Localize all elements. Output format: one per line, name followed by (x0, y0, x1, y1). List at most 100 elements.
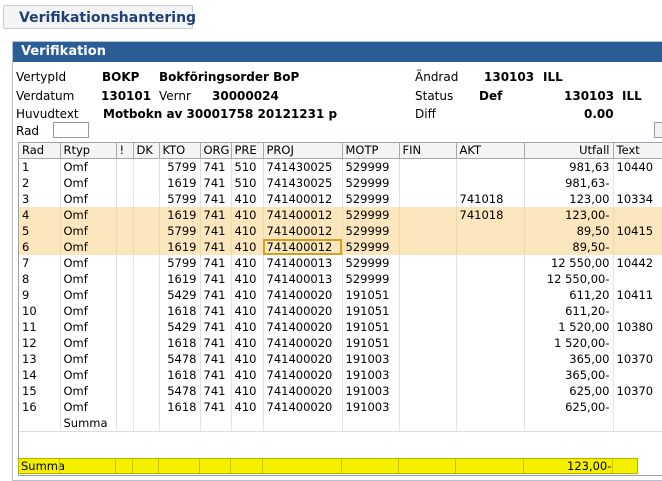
cell-akt[interactable] (456, 303, 525, 319)
cell-flag[interactable] (116, 367, 134, 383)
cell-text[interactable]: 10370 (613, 383, 662, 399)
cell-dk[interactable] (133, 351, 160, 367)
cell-fin[interactable] (399, 303, 457, 319)
cell-motp[interactable]: 529999 (342, 239, 400, 255)
cell-pre[interactable]: 410 (231, 223, 264, 239)
cell-rad[interactable]: 13 (19, 351, 61, 367)
cell-dk[interactable] (133, 287, 160, 303)
column-header-proj[interactable]: PROJ (263, 143, 343, 159)
cell-dk[interactable] (133, 399, 160, 415)
cell-utfall[interactable]: 625,00- (524, 399, 614, 415)
cell-pre[interactable]: 510 (231, 158, 264, 175)
cell-pre[interactable]: 410 (231, 335, 264, 351)
cell-kto[interactable]: 1619 (159, 207, 201, 223)
cell-proj[interactable]: 741430025 (263, 158, 343, 175)
cell-motp[interactable]: 191051 (342, 303, 400, 319)
cell-kto[interactable]: 5478 (159, 351, 201, 367)
cell-flag[interactable] (116, 191, 134, 207)
cell-pre[interactable]: 410 (231, 207, 264, 223)
cell-akt[interactable] (456, 239, 525, 255)
cell-rtyp[interactable]: Omf (60, 351, 117, 367)
cell-utfall[interactable]: 981,63 (524, 158, 614, 175)
cell-akt[interactable] (456, 271, 525, 287)
cell-akt[interactable] (456, 383, 525, 399)
cell-pre[interactable]: 410 (231, 191, 264, 207)
table-row[interactable]: 14 Omf 1618 741 410 741400020 191003 365,00- (19, 367, 662, 383)
cell-utfall[interactable]: 611,20 (524, 287, 614, 303)
cell-rtyp[interactable]: Omf (60, 255, 117, 271)
column-header-motp[interactable]: MOTP (342, 143, 400, 159)
cell-text[interactable]: 10411 (613, 287, 662, 303)
cell-rtyp[interactable]: Omf (60, 399, 117, 415)
cell-utfall[interactable]: 625,00 (524, 383, 614, 399)
cell-pre[interactable]: 410 (231, 303, 264, 319)
cell-motp[interactable]: 529999 (342, 223, 400, 239)
cell-kto[interactable]: 5429 (159, 319, 201, 335)
tab-verifikationshantering[interactable]: Verifikationshantering (3, 5, 196, 29)
cell-dk[interactable] (133, 271, 160, 287)
cell-rad[interactable]: 10 (19, 303, 61, 319)
cell-motp[interactable]: 191003 (342, 351, 400, 367)
cell-akt[interactable] (456, 351, 525, 367)
cell-fin[interactable] (399, 175, 457, 191)
cell-utfall[interactable]: 12 550,00- (524, 271, 614, 287)
cell-text[interactable]: 10370 (613, 351, 662, 367)
table-row[interactable]: 4 Omf 1619 741 410 741400012 529999 741018 123,0… (19, 207, 662, 223)
cell-rtyp[interactable]: Omf (60, 239, 117, 255)
cell-akt[interactable] (456, 175, 525, 191)
cell-flag[interactable] (116, 303, 134, 319)
cell-flag[interactable] (116, 207, 134, 223)
cell-flag[interactable] (116, 399, 134, 415)
table-row[interactable]: 12 Omf 1618 741 410 741400020 191051 1 520,00- (19, 335, 662, 351)
cell-dk[interactable] (133, 303, 160, 319)
cell-rtyp[interactable]: Omf (60, 207, 117, 223)
cell-akt[interactable] (456, 287, 525, 303)
column-header-dk[interactable]: DK (133, 143, 160, 159)
cell-flag[interactable] (116, 223, 134, 239)
cell-dk[interactable] (133, 255, 160, 271)
cell-text[interactable]: 10415 (613, 223, 662, 239)
cell-utfall[interactable]: 1 520,00- (524, 335, 614, 351)
cell-kto[interactable]: 5799 (159, 158, 201, 175)
table-row[interactable]: 5 Omf 5799 741 410 741400012 529999 89,50 10415 (19, 223, 662, 239)
cell-org[interactable]: 741 (200, 383, 232, 399)
cell-org[interactable]: 741 (200, 239, 232, 255)
cell-flag[interactable] (116, 351, 134, 367)
cell-kto[interactable]: 1618 (159, 399, 201, 415)
cell-proj[interactable]: 741400012 (263, 207, 343, 223)
cell-text[interactable] (613, 271, 662, 287)
cell-rtyp[interactable]: Omf (60, 271, 117, 287)
cell-proj[interactable]: 741400020 (263, 351, 343, 367)
cell-dk[interactable] (133, 383, 160, 399)
column-header-fin[interactable]: FIN (399, 143, 457, 159)
cell-dk[interactable] (133, 175, 160, 191)
cell-text[interactable]: 10440 (613, 158, 662, 175)
cell-rad[interactable]: 15 (19, 383, 61, 399)
cell-flag[interactable] (116, 271, 134, 287)
cell-proj[interactable]: 741400020 (263, 399, 343, 415)
column-header-flag[interactable]: ! (116, 143, 134, 159)
cell-rad[interactable]: 7 (19, 255, 61, 271)
cell-kto[interactable]: 1618 (159, 367, 201, 383)
cell-akt[interactable] (456, 319, 525, 335)
cell-text[interactable]: 10442 (613, 255, 662, 271)
cell-kto[interactable]: 1619 (159, 175, 201, 191)
cell-kto[interactable]: 1618 (159, 335, 201, 351)
cell-fin[interactable] (399, 287, 457, 303)
cell-utfall[interactable]: 89,50 (524, 223, 614, 239)
cell-rad[interactable]: 5 (19, 223, 61, 239)
cell-org[interactable]: 741 (200, 158, 232, 175)
cell-proj[interactable]: 741400020 (263, 383, 343, 399)
table-row[interactable]: 8 Omf 1619 741 410 741400013 529999 12 550,00- (19, 271, 662, 287)
cell-fin[interactable] (399, 383, 457, 399)
cell-proj[interactable]: 741400020 (263, 367, 343, 383)
cell-fin[interactable] (399, 319, 457, 335)
cell-motp[interactable]: 191003 (342, 399, 400, 415)
cell-motp[interactable]: 191051 (342, 319, 400, 335)
cell-dk[interactable] (133, 319, 160, 335)
table-row[interactable]: 11 Omf 5429 741 410 741400020 191051 1 520,00 10… (19, 319, 662, 335)
cell-proj[interactable]: 741400012 (263, 191, 343, 207)
cell-kto[interactable]: 1618 (159, 303, 201, 319)
cell-org[interactable]: 741 (200, 175, 232, 191)
cell-rad[interactable]: 3 (19, 191, 61, 207)
